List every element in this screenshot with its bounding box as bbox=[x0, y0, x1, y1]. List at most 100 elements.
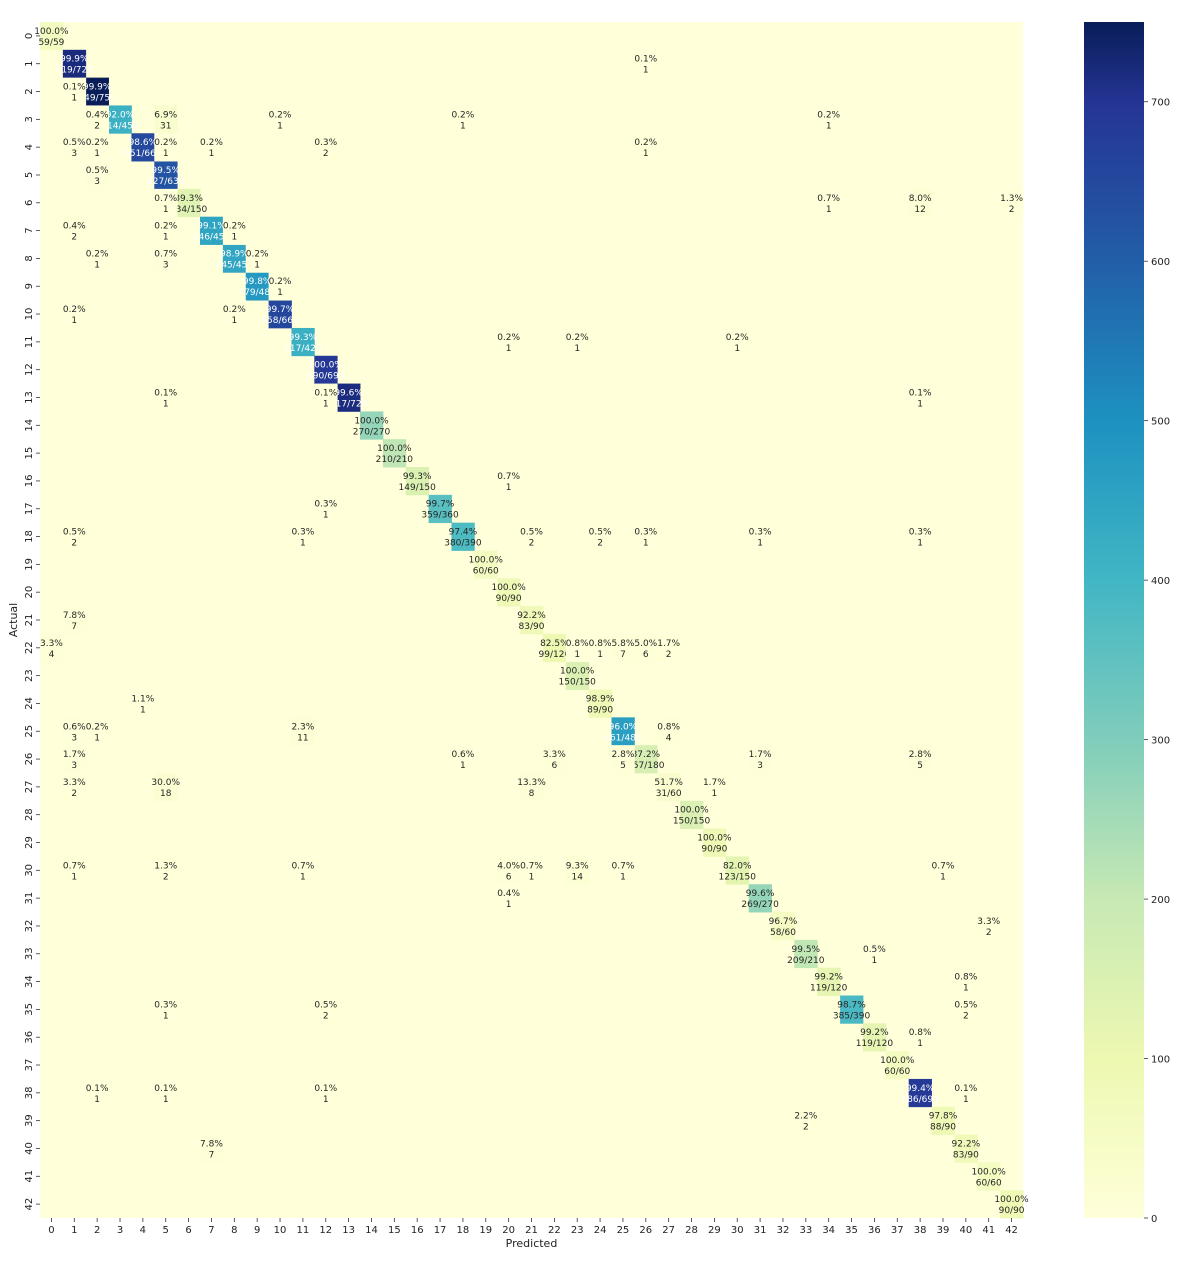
cell-count-label: 1 bbox=[94, 260, 100, 270]
y-tick-label: 3 bbox=[24, 116, 35, 122]
cell-count-label: 1 bbox=[163, 1011, 169, 1021]
heatmap-cell bbox=[474, 550, 498, 579]
cell-count-label: 2 bbox=[597, 539, 603, 549]
cell-percent-label: 100.0% bbox=[560, 667, 595, 677]
cell-percent-label: 99.7% bbox=[426, 500, 455, 510]
cell-count-label: 1 bbox=[300, 539, 306, 549]
y-tick-label: 23 bbox=[24, 669, 35, 682]
heatmap-cell bbox=[451, 105, 475, 134]
cell-percent-label: 0.2% bbox=[269, 110, 292, 120]
cell-count-label: 1 bbox=[140, 705, 146, 715]
cell-percent-label: 0.3% bbox=[909, 528, 932, 538]
cell-count-label: 1 bbox=[94, 733, 100, 743]
heatmap-cell bbox=[40, 22, 64, 51]
heatmap-cell bbox=[611, 745, 635, 774]
x-tick-label: 30 bbox=[731, 1225, 744, 1236]
cell-count-label: 380/390 bbox=[444, 539, 482, 549]
cell-percent-label: 0.7% bbox=[497, 472, 520, 482]
cell-percent-label: 92.2% bbox=[952, 1139, 981, 1149]
cell-count-label: 83/90 bbox=[953, 1150, 979, 1160]
heatmap-cell bbox=[611, 856, 635, 885]
y-tick-label: 34 bbox=[24, 975, 35, 988]
cell-percent-label: 100.0% bbox=[697, 834, 732, 844]
cell-count-label: 749/750 bbox=[78, 94, 116, 104]
cell-percent-label: 3.3% bbox=[977, 917, 1000, 927]
heatmap-cell bbox=[1000, 1190, 1024, 1219]
heatmap-cell bbox=[657, 772, 681, 802]
cell-percent-label: 0.2% bbox=[451, 110, 474, 120]
y-tick-label: 8 bbox=[24, 255, 35, 261]
colorbar-tick-label: 200 bbox=[1151, 895, 1170, 906]
cell-count-label: 2 bbox=[71, 539, 77, 549]
y-tick-label: 0 bbox=[24, 33, 35, 39]
cell-count-label: 461/480 bbox=[604, 733, 642, 743]
cell-percent-label: 0.5% bbox=[589, 528, 612, 538]
cell-count-label: 1 bbox=[163, 233, 169, 243]
heatmap-cell bbox=[451, 522, 475, 551]
cell-count-label: 1 bbox=[574, 650, 580, 660]
cell-count-label: 3 bbox=[94, 177, 100, 187]
cell-count-label: 2 bbox=[323, 1011, 329, 1021]
cell-count-label: 12 bbox=[914, 205, 925, 215]
heatmap-cell bbox=[542, 633, 567, 663]
cell-count-label: 31 bbox=[160, 121, 171, 131]
cell-percent-label: 0.7% bbox=[932, 861, 955, 871]
cell-count-label: 1 bbox=[940, 872, 946, 882]
cell-percent-label: 0.1% bbox=[154, 1084, 177, 1094]
x-tick-label: 38 bbox=[914, 1225, 927, 1236]
cell-count-label: 1 bbox=[277, 121, 283, 131]
cell-percent-label: 7.8% bbox=[200, 1139, 223, 1149]
y-tick-label: 16 bbox=[24, 475, 35, 488]
heatmap-cell bbox=[954, 995, 978, 1024]
cell-percent-label: 100.0% bbox=[469, 555, 504, 565]
heatmap-cell bbox=[85, 161, 109, 190]
cell-count-label: 1 bbox=[71, 872, 77, 882]
cell-percent-label: 99.3% bbox=[403, 472, 432, 482]
cell-percent-label: 99.9% bbox=[83, 83, 112, 93]
colorbar-tick-label: 0 bbox=[1151, 1214, 1157, 1225]
heatmap-cell bbox=[268, 272, 292, 301]
heatmap-cell bbox=[177, 188, 201, 218]
cell-percent-label: 92.2% bbox=[517, 611, 546, 621]
cell-count-label: 1 bbox=[917, 1039, 923, 1049]
heatmap-cell bbox=[908, 745, 932, 774]
x-tick-label: 9 bbox=[254, 1225, 260, 1236]
cell-count-label: 690/690 bbox=[307, 372, 345, 382]
heatmap-cell bbox=[817, 105, 841, 134]
heatmap-cell bbox=[62, 772, 87, 802]
cell-count-label: 1 bbox=[529, 872, 535, 882]
cell-percent-label: 1.7% bbox=[703, 778, 726, 788]
x-tick-label: 37 bbox=[891, 1225, 904, 1236]
cell-percent-label: 99.8% bbox=[243, 277, 272, 287]
cell-count-label: 1 bbox=[757, 539, 763, 549]
cell-percent-label: 0.1% bbox=[909, 388, 932, 398]
x-tick-label: 39 bbox=[937, 1225, 950, 1236]
heatmap-cell bbox=[222, 244, 247, 273]
cell-percent-label: 0.2% bbox=[726, 333, 749, 343]
cell-count-label: 686/690 bbox=[901, 1095, 939, 1105]
y-tick-label: 19 bbox=[24, 558, 35, 571]
cell-count-label: 1 bbox=[917, 539, 923, 549]
heatmap-cell bbox=[520, 856, 544, 885]
cell-percent-label: 1.7% bbox=[749, 750, 772, 760]
cell-count-label: 1 bbox=[963, 1095, 969, 1105]
y-tick-label: 14 bbox=[24, 419, 35, 432]
cell-count-label: 7 bbox=[209, 1150, 215, 1160]
x-tick-label: 36 bbox=[868, 1225, 881, 1236]
cell-percent-label: 0.6% bbox=[451, 750, 474, 760]
cell-count-label: 157/180 bbox=[627, 761, 665, 771]
cell-count-label: 359/360 bbox=[421, 511, 459, 521]
cell-percent-label: 0.3% bbox=[154, 1000, 177, 1010]
colorbar-tick-label: 700 bbox=[1151, 98, 1170, 109]
cell-count-label: 5 bbox=[917, 761, 923, 771]
cell-count-label: 1 bbox=[163, 149, 169, 159]
heatmap-cell bbox=[62, 717, 87, 746]
cell-percent-label: 2.2% bbox=[794, 1112, 817, 1122]
heatmap-cell bbox=[200, 133, 224, 162]
cell-count-label: 1 bbox=[254, 260, 260, 270]
cell-count-label: 717/720 bbox=[330, 399, 368, 409]
x-tick-label: 15 bbox=[388, 1225, 401, 1236]
heatmap-cell bbox=[314, 995, 338, 1024]
y-tick-label: 42 bbox=[24, 1198, 35, 1211]
heatmap-cell bbox=[977, 912, 1001, 941]
